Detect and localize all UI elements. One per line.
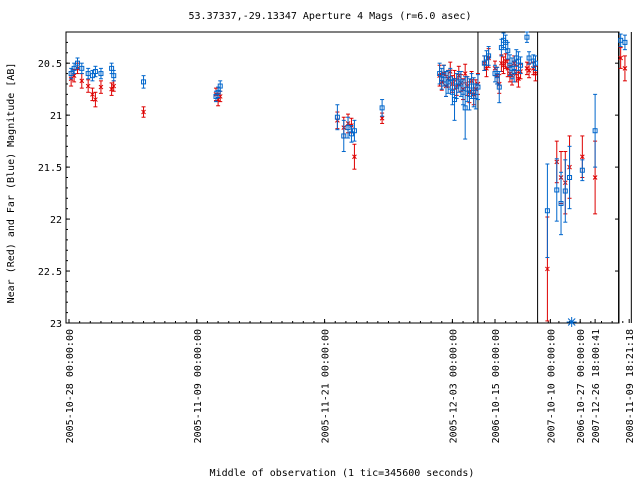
data-point [452, 97, 458, 103]
data-point [89, 73, 95, 79]
y-axis: 20.5 21 21.5 22 22.5 23 [38, 41, 619, 330]
data-point [533, 71, 538, 76]
data-point [79, 65, 85, 71]
data-point [341, 133, 347, 139]
data-point [352, 154, 357, 160]
data-series [68, 31, 628, 327]
data-point [92, 68, 98, 74]
data-point [98, 71, 104, 77]
data-point [505, 48, 511, 54]
data-point [544, 208, 550, 214]
data-point [379, 105, 385, 111]
data-point [215, 89, 221, 95]
x-tick-label: 2005-11-21 00:00:00 [321, 329, 332, 443]
y-tick-label: 21.5 [38, 163, 62, 174]
data-point [111, 83, 117, 89]
data-point [562, 188, 568, 194]
chart-title: 53.37337,-29.13347 Aperture 4 Mags (r=6.… [189, 11, 472, 22]
data-point [79, 78, 85, 84]
data-point [579, 167, 585, 173]
data-point [111, 73, 117, 79]
x-tick-label: 2005-12-03 00:00:00 [448, 329, 459, 443]
data-point [622, 66, 628, 71]
data-point [85, 83, 91, 89]
y-axis-label: Near (Red) and Far (Blue) Magnitude [AB] [6, 63, 17, 304]
off-scale-marker [566, 317, 577, 327]
data-point [98, 84, 104, 90]
data-point [592, 175, 598, 180]
data-point [516, 76, 521, 82]
data-point [90, 92, 95, 97]
plot-frame [65, 31, 620, 324]
x-tick-label: 2007-10-10 00:00:00 [546, 329, 557, 443]
data-point [486, 53, 492, 59]
segment-breaks [477, 32, 632, 323]
y-tick-label: 20.5 [38, 59, 62, 70]
data-point [554, 187, 560, 193]
data-point [511, 68, 517, 74]
data-point [379, 115, 385, 121]
data-point [141, 79, 147, 85]
data-point [109, 86, 114, 92]
series-near-red [68, 47, 628, 322]
data-point [345, 125, 351, 131]
data-point [579, 154, 585, 160]
y-tick-label: 23 [50, 319, 62, 330]
x-tick-label: 2008-11-09 18:21:18 [625, 329, 636, 443]
y-tick-label: 21 [50, 111, 62, 122]
data-point [141, 109, 146, 115]
series-far-blue [68, 31, 628, 259]
data-point [447, 76, 453, 82]
data-point [348, 131, 354, 137]
data-point [501, 62, 506, 68]
data-point [526, 55, 532, 61]
x-tick-label: 2006-10-27 00:00:00 [576, 329, 587, 443]
data-point [351, 128, 357, 134]
x-tick-label: 2006-10-15 00:00:00 [491, 329, 502, 443]
x-axis: 2005-10-28 00:00:00 2005-11-09 00:00:00 20… [65, 319, 636, 443]
data-point [462, 105, 468, 111]
data-point [558, 200, 564, 206]
data-point [545, 266, 550, 272]
data-point [524, 34, 530, 40]
data-point [75, 60, 81, 66]
data-point [518, 62, 524, 68]
data-point [334, 114, 340, 120]
data-point [475, 84, 481, 90]
data-point [462, 71, 468, 76]
x-tick-label: 2005-11-09 00:00:00 [193, 329, 204, 443]
y-tick-label: 22.5 [38, 267, 62, 278]
data-point [109, 65, 115, 71]
x-axis-label: Middle of observation (1 tic=345600 seco… [210, 468, 475, 479]
data-point [93, 97, 98, 102]
data-point [526, 68, 532, 73]
data-point [217, 83, 223, 89]
data-point [532, 60, 538, 66]
data-point [618, 55, 624, 61]
data-point [567, 175, 573, 180]
x-tick-label: 2005-10-28 00:00:00 [65, 329, 76, 443]
data-point [592, 128, 598, 134]
data-point [496, 84, 502, 90]
data-point [622, 39, 628, 45]
x-tick-label: 2007-12-26 18:00:41 [591, 329, 602, 443]
y-tick-label: 22 [50, 215, 62, 226]
